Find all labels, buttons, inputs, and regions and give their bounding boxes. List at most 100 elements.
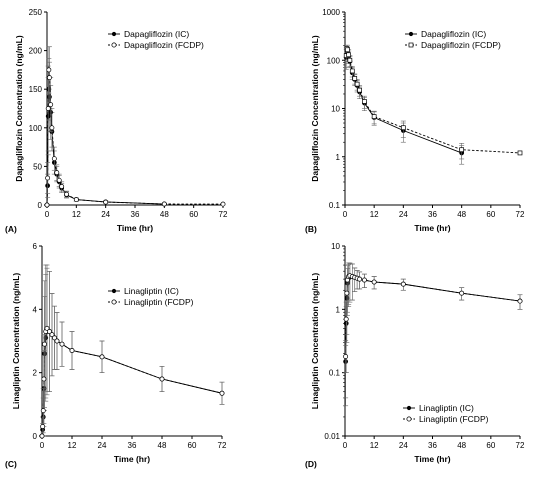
y-axis-label: Dapagliflozin Concentration (ng/mL) — [310, 35, 320, 182]
series-line — [345, 276, 521, 362]
data-point — [371, 114, 377, 119]
series-line — [41, 327, 223, 437]
data-point — [54, 170, 60, 176]
y-tick-label: 10 — [331, 105, 340, 114]
data-point — [400, 125, 406, 131]
series-ic — [343, 263, 523, 407]
y-axis-label: Linagliptin Concentration (ng/mL) — [310, 273, 320, 410]
x-tick-label: 12 — [370, 441, 379, 450]
series-line — [345, 46, 521, 154]
data-point — [459, 290, 465, 296]
data-point — [59, 184, 65, 189]
data-point — [219, 390, 225, 396]
data-point — [357, 87, 362, 93]
data-point — [49, 332, 55, 338]
x-tick-label: 60 — [486, 441, 495, 450]
x-tick-label: 0 — [343, 441, 348, 450]
y-axis-label: Linagliptin Concentration (ng/mL) — [11, 273, 21, 410]
y-tick-label: 1000 — [322, 8, 340, 17]
x-tick-label: 60 — [189, 210, 198, 219]
data-point — [344, 290, 350, 296]
data-point — [59, 341, 65, 347]
x-tick-label: 24 — [399, 441, 408, 450]
y-tick-label: 50 — [33, 162, 42, 171]
data-point — [40, 424, 46, 429]
chart-panel-2: 0 12 24 36 48 60 72 0.1 1 10 100 1000 Time (hr) Dapag… — [305, 8, 525, 234]
chart-panel-4: 0 12 24 36 48 60 72 0.01 0.1 1 10 Time (hr) Linaglip… — [305, 242, 525, 469]
data-point — [345, 47, 350, 53]
data-point — [346, 52, 351, 58]
data-point — [371, 279, 377, 285]
panel-label: (D) — [305, 459, 317, 469]
x-tick-label: 24 — [98, 441, 107, 450]
x-tick-label: 72 — [219, 210, 228, 219]
panel-label: (B) — [305, 224, 317, 234]
data-point — [46, 75, 52, 81]
legend-label: Linagliptin (IC) — [419, 403, 474, 413]
legend-marker — [408, 31, 414, 37]
legend-marker — [111, 288, 117, 294]
y-tick-label: 150 — [29, 85, 43, 94]
data-point — [103, 199, 109, 205]
y-tick-label: 1 — [336, 153, 341, 162]
data-point — [220, 201, 226, 207]
y-tick-label: 6 — [33, 242, 38, 251]
y-tick-label: 100 — [29, 124, 43, 133]
data-point — [352, 76, 358, 81]
series-ic — [343, 46, 465, 165]
data-point — [347, 57, 353, 63]
data-point — [99, 354, 105, 360]
data-point — [46, 67, 52, 73]
y-tick-label: 0.01 — [324, 432, 340, 441]
legend-marker — [111, 299, 117, 305]
data-point — [40, 408, 46, 414]
data-point — [362, 99, 367, 104]
x-tick-label: 48 — [158, 441, 167, 450]
series-fcdp — [39, 264, 225, 439]
legend-label: Dapagliflozin (IC) — [421, 29, 486, 39]
x-tick-label: 36 — [131, 210, 140, 219]
data-point — [52, 335, 57, 341]
x-tick-label: 60 — [486, 210, 495, 219]
y-tick-label: 0 — [38, 201, 43, 210]
x-tick-label: 24 — [101, 210, 110, 219]
legend-label: Dapagliflozin (FCDP) — [124, 40, 204, 50]
y-tick-label: 250 — [29, 8, 43, 17]
x-tick-label: 0 — [343, 210, 348, 219]
series-fcdp — [343, 44, 523, 160]
chart-panel-1: 0 12 24 36 48 60 72 0 50 100 150 200 250 Time (hr) Dap… — [5, 8, 228, 234]
x-tick-label: 0 — [40, 441, 45, 450]
data-point — [51, 156, 57, 162]
y-tick-label: 0.1 — [329, 201, 341, 210]
legend-label: Linagliptin (IC) — [124, 286, 179, 296]
data-point — [44, 202, 50, 208]
legend-label: Dapagliflozin (IC) — [124, 29, 189, 39]
series-line — [46, 69, 224, 206]
x-tick-label: 72 — [516, 441, 525, 450]
legend: Dapagliflozin (IC)Dapagliflozin (FCDP) — [108, 29, 204, 50]
data-point — [349, 68, 355, 74]
data-point — [459, 147, 465, 153]
x-tick-label: 12 — [370, 210, 379, 219]
legend-marker — [406, 416, 412, 422]
data-point — [343, 316, 349, 322]
data-point — [41, 376, 47, 382]
x-tick-label: 12 — [72, 210, 81, 219]
data-point — [47, 329, 52, 334]
data-point — [45, 175, 51, 181]
x-axis-label: Time (hr) — [414, 223, 450, 233]
data-point — [361, 277, 367, 283]
x-tick-label: 36 — [428, 210, 437, 219]
legend: Linagliptin (IC)Linagliptin (FCDP) — [403, 403, 489, 424]
x-tick-label: 12 — [68, 441, 77, 450]
x-tick-label: 48 — [457, 210, 466, 219]
y-tick-label: 1 — [336, 305, 341, 314]
x-tick-label: 48 — [457, 441, 466, 450]
x-tick-label: 60 — [188, 441, 197, 450]
data-point — [64, 191, 70, 197]
series-line — [41, 331, 223, 437]
data-point — [44, 325, 50, 331]
data-point — [54, 338, 60, 344]
series-fcdp — [44, 46, 226, 208]
